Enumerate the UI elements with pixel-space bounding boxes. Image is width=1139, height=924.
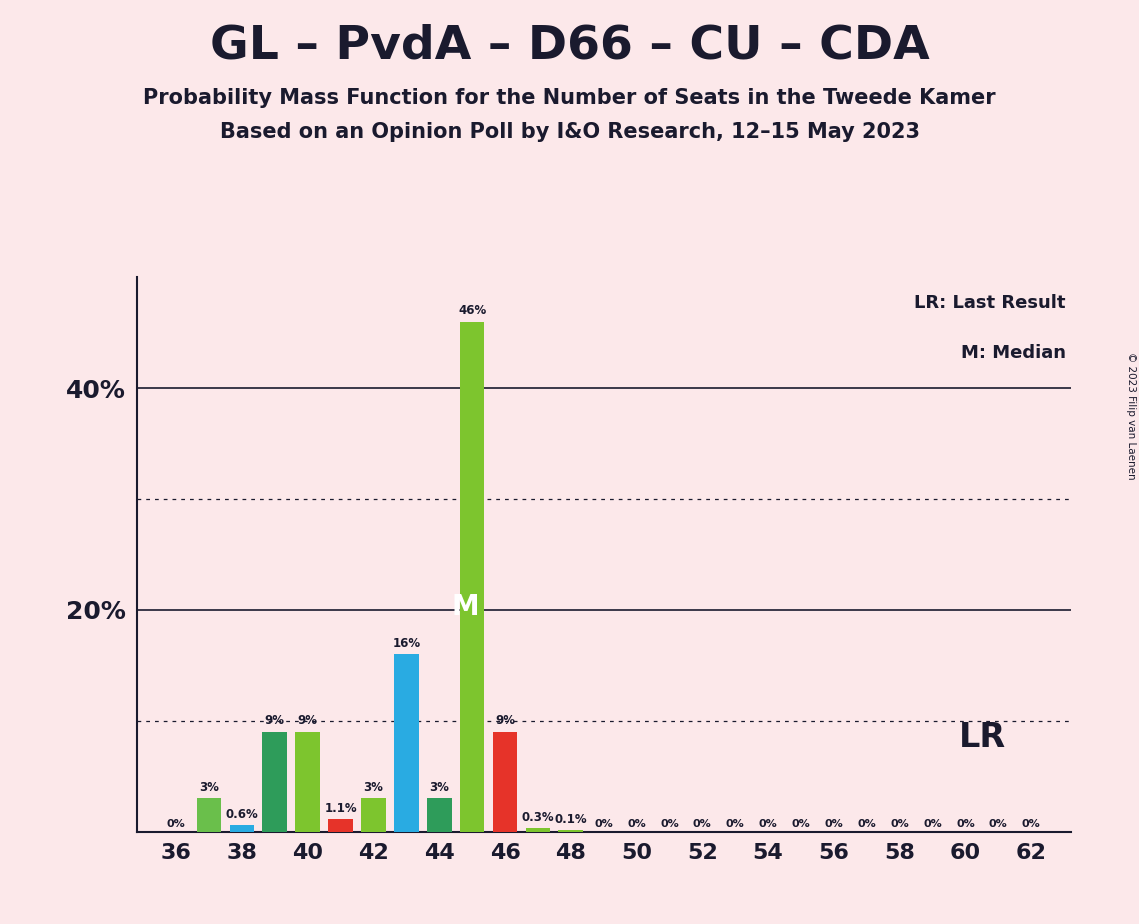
Bar: [558, 831, 583, 832]
Text: 0%: 0%: [891, 819, 909, 829]
Bar: [230, 825, 254, 832]
Text: 0%: 0%: [956, 819, 975, 829]
Bar: [262, 732, 287, 832]
Text: LR: LR: [959, 721, 1006, 754]
Text: 0%: 0%: [726, 819, 745, 829]
Text: 0%: 0%: [792, 819, 810, 829]
Text: M: M: [452, 593, 480, 621]
Text: Probability Mass Function for the Number of Seats in the Tweede Kamer: Probability Mass Function for the Number…: [144, 88, 995, 108]
Bar: [197, 798, 221, 832]
Bar: [394, 654, 419, 832]
Text: 9%: 9%: [264, 714, 285, 727]
Text: 9%: 9%: [495, 714, 515, 727]
Text: 0%: 0%: [858, 819, 876, 829]
Text: 0%: 0%: [166, 819, 186, 829]
Bar: [460, 322, 484, 832]
Text: M: Median: M: Median: [961, 344, 1066, 361]
Bar: [295, 732, 320, 832]
Text: 1.1%: 1.1%: [325, 802, 357, 815]
Text: 0%: 0%: [628, 819, 646, 829]
Bar: [427, 798, 451, 832]
Bar: [525, 828, 550, 832]
Text: 9%: 9%: [297, 714, 318, 727]
Text: 16%: 16%: [392, 637, 420, 650]
Text: 3%: 3%: [429, 781, 449, 794]
Bar: [361, 798, 386, 832]
Text: 0%: 0%: [595, 819, 613, 829]
Text: 0%: 0%: [989, 819, 1008, 829]
Text: 0%: 0%: [924, 819, 942, 829]
Text: 3%: 3%: [363, 781, 384, 794]
Text: 0.6%: 0.6%: [226, 808, 259, 821]
Text: 0%: 0%: [825, 819, 843, 829]
Text: 0%: 0%: [661, 819, 679, 829]
Text: 0%: 0%: [1022, 819, 1041, 829]
Text: 0.3%: 0.3%: [522, 811, 555, 824]
Text: © 2023 Filip van Laenen: © 2023 Filip van Laenen: [1126, 352, 1136, 480]
Text: GL – PvdA – D66 – CU – CDA: GL – PvdA – D66 – CU – CDA: [210, 23, 929, 68]
Text: 46%: 46%: [458, 304, 486, 317]
Text: 0%: 0%: [693, 819, 712, 829]
Text: 0.1%: 0.1%: [555, 813, 587, 826]
Text: 0%: 0%: [759, 819, 778, 829]
Text: 3%: 3%: [199, 781, 219, 794]
Text: LR: Last Result: LR: Last Result: [915, 294, 1066, 311]
Text: Based on an Opinion Poll by I&O Research, 12–15 May 2023: Based on an Opinion Poll by I&O Research…: [220, 122, 919, 142]
Bar: [328, 820, 353, 832]
Bar: [493, 732, 517, 832]
